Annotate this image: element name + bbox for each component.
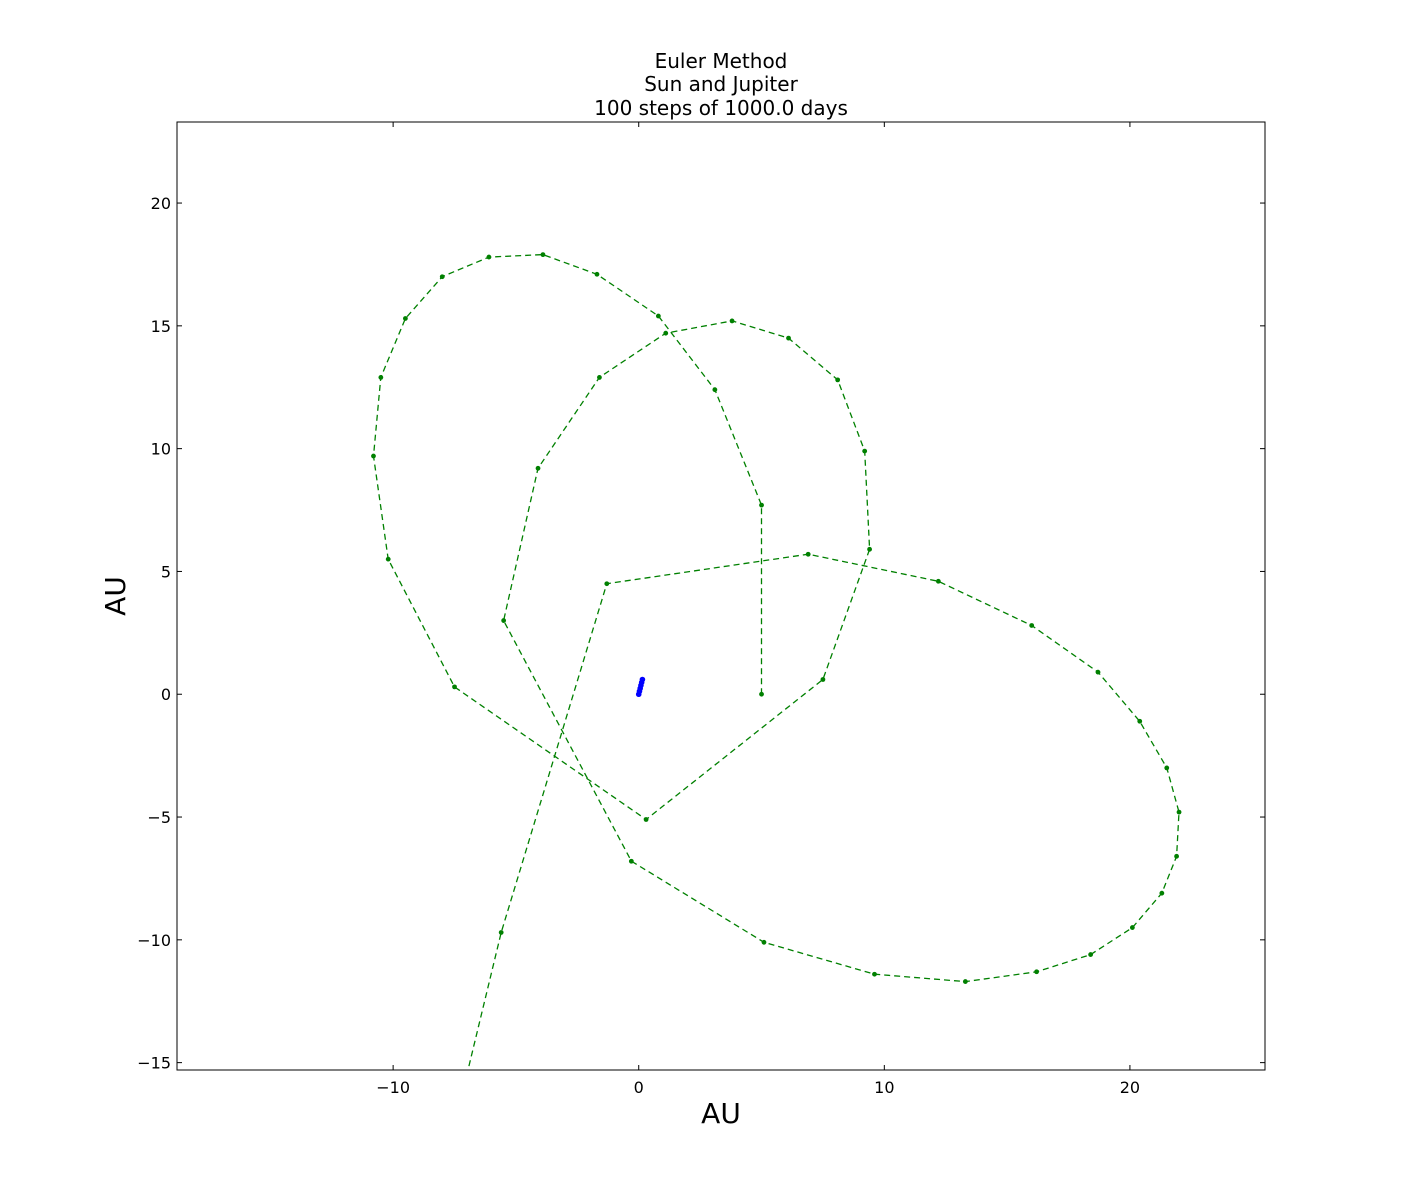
series-1-point-38 — [935, 578, 941, 584]
series-2-point-5 — [639, 676, 646, 683]
y-tick-label-4: 5 — [161, 562, 171, 581]
series-1-point-6 — [486, 254, 492, 260]
series-1-point-24 — [628, 858, 634, 864]
series-1-point-12 — [452, 684, 457, 690]
series-1-point-31 — [1159, 890, 1165, 896]
series-1-point-3 — [655, 313, 661, 319]
series-1-point-13 — [643, 817, 649, 822]
x-tick-label-2: 10 — [874, 1078, 894, 1097]
series-1-point-0 — [759, 691, 764, 697]
series-1-point-14 — [820, 677, 826, 682]
series-1-point-18 — [786, 335, 791, 341]
chart-title: Euler Method Sun and Jupiter 100 steps o… — [594, 49, 848, 120]
series-1-point-41 — [498, 930, 504, 935]
series-1-point-20 — [663, 330, 669, 336]
series-1-point-25 — [761, 939, 767, 945]
series-1-point-28 — [1034, 969, 1039, 975]
x-tick-label-1: 0 — [634, 1078, 644, 1097]
series-1-point-7 — [439, 274, 445, 280]
series-1-point-42 — [464, 1073, 469, 1078]
series-1-point-23 — [501, 618, 507, 623]
plot-frame — [176, 121, 1266, 1071]
ticks-layer: −10 0 10 20 −15 −10 −5 0 5 10 15 20 — [137, 122, 1265, 1097]
x-axis-label: AU — [701, 1097, 741, 1130]
y-tick-label-2: −5 — [147, 808, 171, 827]
series-1-point-16 — [862, 448, 868, 454]
series-1-point-9 — [378, 375, 384, 380]
series-1-point-33 — [1176, 809, 1182, 815]
series-1-point-26 — [872, 971, 877, 977]
series-1-point-17 — [835, 377, 841, 383]
chart-title-line-3: 100 steps of 1000.0 days — [594, 96, 848, 120]
y-tick-label-0: −15 — [137, 1054, 171, 1073]
chart-title-line-2: Sun and Jupiter — [644, 72, 798, 96]
series-1-point-2 — [712, 387, 718, 393]
series-1-point-8 — [403, 316, 408, 321]
series-1-point-30 — [1129, 925, 1135, 930]
series-1-point-10 — [371, 453, 376, 459]
x-tick-label-3: 20 — [1120, 1078, 1140, 1097]
y-tick-label-3: 0 — [161, 685, 171, 704]
series-1-point-34 — [1164, 765, 1170, 771]
series-1-point-39 — [805, 551, 811, 557]
series-1-point-29 — [1088, 952, 1094, 957]
x-tick-label-0: −10 — [376, 1078, 410, 1097]
chart-title-line-1: Euler Method — [655, 49, 788, 73]
series-1-point-32 — [1174, 853, 1179, 859]
series-1-line — [372, 253, 1180, 1070]
series-layer — [371, 252, 1182, 1078]
series-1-point-27 — [962, 979, 968, 984]
series-1-point-35 — [1137, 718, 1143, 724]
y-axis-label: AU — [99, 576, 132, 616]
y-tick-label-1: −10 — [137, 931, 171, 950]
series-1-point-4 — [594, 271, 600, 277]
series-1-point-19 — [729, 318, 735, 324]
series-1-point-37 — [1029, 623, 1035, 628]
series-1-point-11 — [385, 556, 391, 562]
y-tick-label-5: 10 — [151, 440, 171, 459]
series-1-point-15 — [867, 546, 872, 552]
series-1-point-36 — [1095, 669, 1101, 675]
series-1-point-22 — [535, 465, 541, 471]
series-1-point-5 — [540, 252, 546, 258]
series-1-point-21 — [597, 375, 602, 380]
series-1-point-40 — [604, 581, 610, 587]
series-1-point-1 — [759, 502, 764, 508]
y-tick-label-7: 20 — [151, 194, 171, 213]
y-tick-label-6: 15 — [151, 317, 171, 336]
